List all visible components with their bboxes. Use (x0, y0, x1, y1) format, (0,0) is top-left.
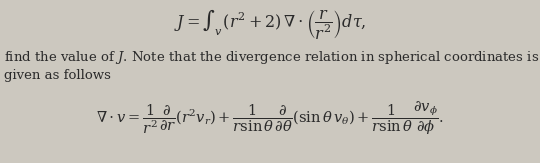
Text: $J = \int_{v}\,(r^2 + 2)\,\nabla \cdot \left(\dfrac{r}{r^2}\right)d\tau,$: $J = \int_{v}\,(r^2 + 2)\,\nabla \cdot \… (174, 8, 366, 42)
Text: $\nabla \cdot v = \dfrac{1}{r^2}\dfrac{\partial}{\partial r}(r^2 v_r) + \dfrac{1: $\nabla \cdot v = \dfrac{1}{r^2}\dfrac{\… (96, 99, 444, 137)
Text: given as follows: given as follows (4, 68, 111, 82)
Text: find the value of $J$. Note that the divergence relation in spherical coordinate: find the value of $J$. Note that the div… (4, 50, 539, 67)
